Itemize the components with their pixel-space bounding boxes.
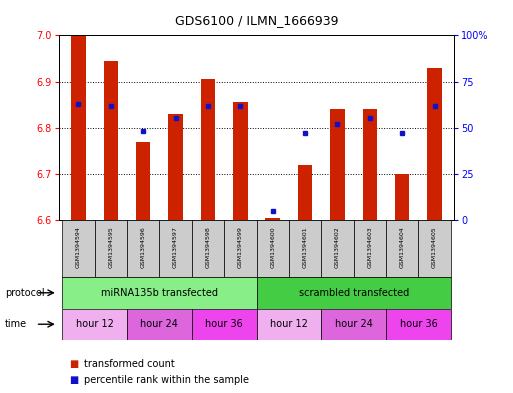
Bar <box>419 220 451 277</box>
Text: GSM1394602: GSM1394602 <box>335 226 340 268</box>
Text: ■: ■ <box>69 375 78 386</box>
Text: miRNA135b transfected: miRNA135b transfected <box>101 288 218 298</box>
Text: hour 12: hour 12 <box>270 319 308 329</box>
Bar <box>289 220 321 277</box>
Text: GDS6100 / ILMN_1666939: GDS6100 / ILMN_1666939 <box>175 14 338 27</box>
Text: GSM1394605: GSM1394605 <box>432 227 437 268</box>
Bar <box>104 61 118 220</box>
Bar <box>386 220 419 277</box>
Bar <box>427 68 442 220</box>
Text: GSM1394594: GSM1394594 <box>76 226 81 268</box>
Text: GSM1394597: GSM1394597 <box>173 226 178 268</box>
Bar <box>233 102 248 220</box>
Bar <box>256 309 321 340</box>
Bar <box>353 220 386 277</box>
Text: ■: ■ <box>69 358 78 369</box>
Bar <box>201 79 215 220</box>
Text: hour 36: hour 36 <box>205 319 243 329</box>
Text: hour 24: hour 24 <box>141 319 179 329</box>
Bar <box>127 309 192 340</box>
Bar <box>160 220 192 277</box>
Bar <box>256 277 451 309</box>
Text: GSM1394599: GSM1394599 <box>238 226 243 268</box>
Bar <box>62 277 256 309</box>
Bar <box>265 218 280 220</box>
Bar <box>94 220 127 277</box>
Bar <box>62 309 127 340</box>
Text: transformed count: transformed count <box>84 358 174 369</box>
Text: hour 24: hour 24 <box>334 319 372 329</box>
Bar <box>256 220 289 277</box>
Bar <box>192 309 256 340</box>
Bar <box>71 35 86 220</box>
Bar <box>321 309 386 340</box>
Text: time: time <box>5 319 27 329</box>
Text: hour 36: hour 36 <box>400 319 437 329</box>
Text: GSM1394598: GSM1394598 <box>205 226 210 268</box>
Text: GSM1394595: GSM1394595 <box>108 226 113 268</box>
Bar <box>127 220 160 277</box>
Text: GSM1394603: GSM1394603 <box>367 226 372 268</box>
Text: GSM1394601: GSM1394601 <box>303 227 308 268</box>
Bar <box>224 220 256 277</box>
Bar <box>136 141 150 220</box>
Text: protocol: protocol <box>5 288 45 298</box>
Text: scrambled transfected: scrambled transfected <box>299 288 409 298</box>
Bar <box>321 220 353 277</box>
Text: GSM1394604: GSM1394604 <box>400 226 405 268</box>
Text: GSM1394596: GSM1394596 <box>141 226 146 268</box>
Bar <box>386 309 451 340</box>
Bar <box>298 165 312 220</box>
Bar <box>192 220 224 277</box>
Bar <box>62 220 94 277</box>
Bar <box>330 109 345 220</box>
Text: GSM1394600: GSM1394600 <box>270 227 275 268</box>
Text: hour 12: hour 12 <box>76 319 113 329</box>
Bar <box>363 109 377 220</box>
Bar <box>395 174 409 220</box>
Bar <box>168 114 183 220</box>
Text: percentile rank within the sample: percentile rank within the sample <box>84 375 249 386</box>
